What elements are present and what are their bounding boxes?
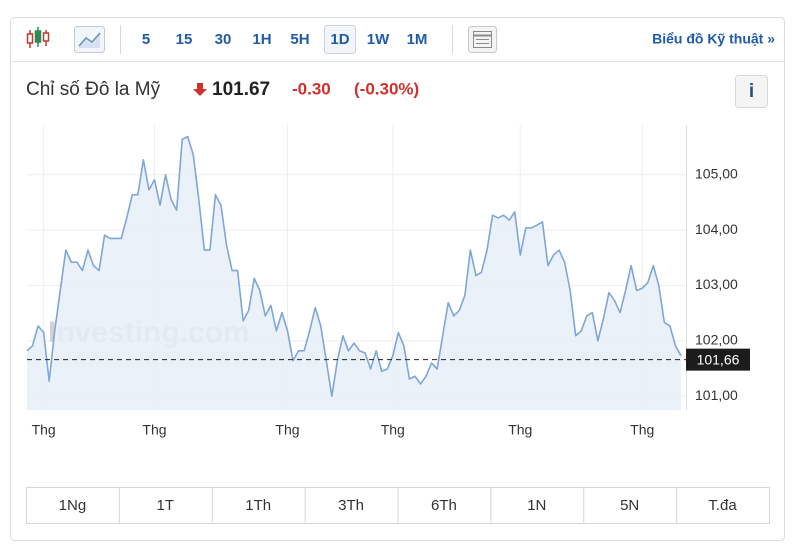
range-button[interactable]: 1Th <box>245 497 271 514</box>
range-button[interactable]: 1N <box>527 497 546 514</box>
y-tick-label: 102,00 <box>695 332 738 348</box>
interval-button[interactable]: 1H <box>252 31 271 48</box>
x-tick-label: Thg <box>32 422 56 438</box>
x-tick-label: Thg <box>275 422 299 438</box>
y-tick-label: 103,00 <box>695 276 738 292</box>
down-arrow <box>193 83 207 96</box>
interval-button[interactable]: 1D <box>330 31 349 48</box>
x-tick-label: Thg <box>508 422 532 438</box>
instrument-name: Chỉ số Đô la Mỹ <box>26 79 161 100</box>
interval-button[interactable]: 5 <box>142 31 150 48</box>
y-tick-label: 101,00 <box>695 387 738 403</box>
x-tick-label: Thg <box>630 422 654 438</box>
x-tick-label: Thg <box>142 422 166 438</box>
interval-selected <box>324 25 356 54</box>
range-button[interactable]: 1Ng <box>59 497 87 514</box>
chart: Investing.com101,00102,00103,00104,00105… <box>26 125 750 438</box>
interval-button[interactable]: 1M <box>407 31 428 48</box>
interval-button[interactable]: 1W <box>367 31 390 48</box>
range-button[interactable]: 1T <box>157 497 175 514</box>
area-icon[interactable] <box>74 26 105 53</box>
interval-bar: 5 15 30 1H 5H 1D 1W 1M <box>142 25 428 54</box>
range-button[interactable]: 3Th <box>338 497 364 514</box>
interval-button[interactable]: 5H <box>290 31 309 48</box>
interval-button[interactable]: 15 <box>176 31 193 48</box>
range-button[interactable]: 6Th <box>431 497 457 514</box>
last-price-label: 101,66 <box>697 351 740 367</box>
area-fill <box>27 136 681 410</box>
range-button[interactable]: 5N <box>620 497 639 514</box>
table-icon[interactable] <box>468 26 497 53</box>
range-button[interactable]: T.đa <box>708 497 737 514</box>
price: 101.67 <box>212 79 270 100</box>
candlestick-icon[interactable] <box>26 27 50 48</box>
price-line <box>26 135 682 397</box>
info-button[interactable] <box>735 75 768 108</box>
interval-button[interactable]: 30 <box>215 31 232 48</box>
x-tick-label: Thg <box>381 422 405 438</box>
range-bar: 1Ng 1T 1Th 3Th 6Th 1N 5N T.đa <box>26 487 770 524</box>
technical-link[interactable]: Biểu đồ Kỹ thuật » <box>652 31 775 47</box>
change: -0.30 <box>292 79 331 98</box>
y-tick-label: 105,00 <box>695 166 738 182</box>
change-percent: (-0.30%) <box>354 79 419 98</box>
last-price-box <box>686 348 750 371</box>
info-label: i <box>749 81 754 102</box>
y-tick-label: 104,00 <box>695 221 738 237</box>
